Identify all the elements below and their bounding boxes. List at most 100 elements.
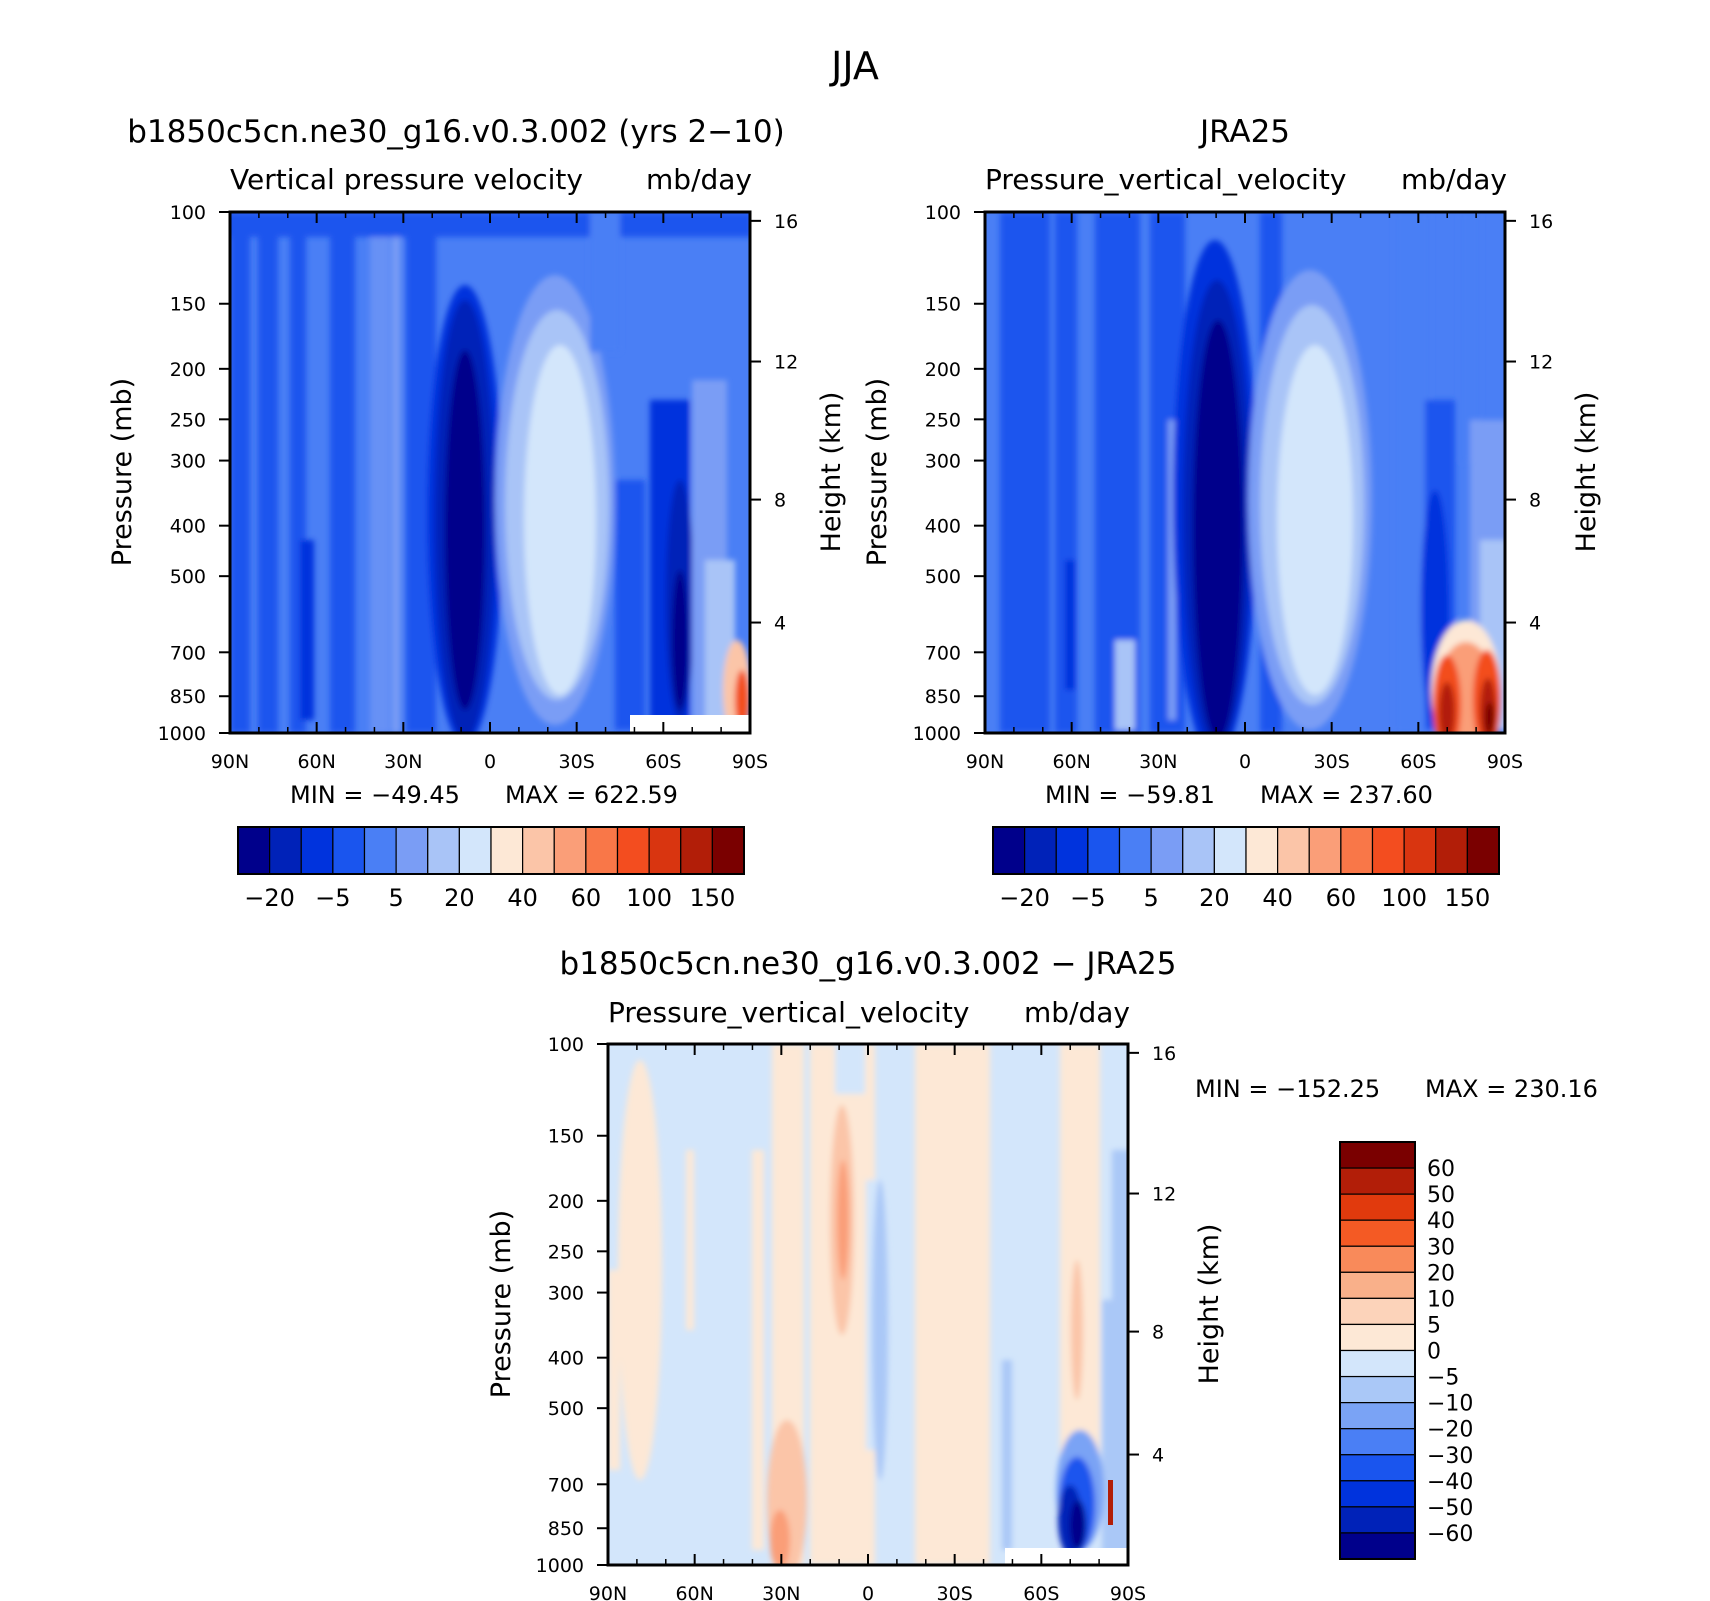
x-tick-label: 30N: [1139, 751, 1177, 773]
panel-obs-subtitle-left: Pressure_vertical_velocity: [985, 163, 1346, 196]
colorbar-swatch: [1339, 1375, 1416, 1404]
colorbar-swatch: [1339, 1349, 1416, 1378]
colorbar-label: 150: [689, 884, 735, 912]
y-right-tick-label: 12: [774, 352, 798, 374]
colorbar-swatch: [1371, 826, 1405, 875]
colorbar-swatch: [490, 826, 524, 875]
y-tick-label: 150: [170, 294, 206, 316]
panel-model-title: b1850c5cn.ne30_g16.v0.3.002 (yrs 2−10): [127, 114, 784, 150]
colorbar-swatch: [553, 826, 587, 875]
y-right-tick-label: 12: [1152, 1184, 1176, 1206]
panel-model-heatmap: [230, 212, 750, 733]
colorbar-swatch: [300, 826, 334, 875]
panel-obs-subtitle-right: mb/day: [1401, 163, 1507, 196]
colorbar-label: 40: [507, 884, 538, 912]
panel-model-subtitle-right: mb/day: [646, 163, 752, 196]
colorbar-label: 0: [1427, 1340, 1441, 1365]
colorbar-label: 100: [626, 884, 672, 912]
colorbar-swatch: [1403, 826, 1437, 875]
y-tick-label: 250: [925, 409, 961, 431]
y-right-tick-label: 16: [774, 211, 798, 233]
colorbar-swatch: [427, 826, 460, 875]
y-right-tick-label: 16: [1529, 211, 1553, 233]
panel-obs-heatmap: [985, 212, 1505, 733]
x-tick-label: 90N: [589, 1583, 627, 1601]
y-tick-label: 1000: [913, 723, 961, 745]
colorbar-swatch: [1087, 826, 1121, 875]
colorbar-label: 20: [444, 884, 475, 912]
y-right-tick-label: 4: [1529, 613, 1541, 635]
y-tick-label: 850: [925, 686, 961, 708]
panel-diff-max: MAX = 230.16: [1425, 1075, 1598, 1103]
colorbar-swatch: [522, 826, 555, 875]
x-tick-label: 90S: [1110, 1583, 1146, 1601]
y-right-tick-label: 16: [1152, 1043, 1176, 1065]
y-tick-label: 150: [925, 294, 961, 316]
colorbar-swatch: [1277, 826, 1310, 875]
colorbar-swatch: [1339, 1271, 1416, 1299]
panel-diff-ylabel: Pressure (mb): [486, 1210, 517, 1398]
x-tick-label: 30N: [384, 751, 422, 773]
x-tick-label: 30S: [559, 751, 595, 773]
colorbar-label: 60: [1427, 1157, 1455, 1182]
y-tick-label: 400: [170, 516, 206, 538]
y-tick-label: 700: [548, 1474, 584, 1496]
panel-diff-ylabel-right: Height (km): [1194, 1224, 1225, 1385]
panel-obs-ylabel: Pressure (mb): [862, 378, 893, 566]
colorbar-swatch: [237, 826, 271, 875]
y-tick-label: 500: [548, 1398, 584, 1420]
colorbar-frame: [237, 826, 745, 875]
x-tick-label: 60S: [645, 751, 681, 773]
y-tick-label: 400: [548, 1348, 584, 1370]
panel-obs: JRA25 Pressure_vertical_velocity mb/day: [862, 114, 1602, 912]
x-tick-label: 0: [484, 751, 496, 773]
y-right-tick-label: 12: [1529, 352, 1553, 374]
colorbar-swatch: [1339, 1323, 1416, 1352]
colorbar-swatch: [1118, 826, 1152, 875]
x-tick-label: 90S: [1487, 751, 1523, 773]
colorbar-swatch: [992, 826, 1026, 875]
x-tick-label: 60S: [1023, 1583, 1059, 1601]
panel-model-min: MIN = −49.45: [290, 781, 460, 809]
x-tick-label: 60N: [1052, 751, 1090, 773]
colorbar-swatch: [1245, 826, 1279, 875]
y-tick-label: 1000: [536, 1555, 584, 1577]
colorbar-label: −40: [1427, 1470, 1473, 1495]
panel-diff: b1850c5cn.ne30_g16.v0.3.002 − JRA25 Pres…: [486, 946, 1598, 1601]
panel-diff-subtitle-left: Pressure_vertical_velocity: [608, 996, 969, 1029]
colorbar-swatch: [1339, 1297, 1416, 1326]
colorbar-swatch: [395, 826, 429, 875]
colorbar-swatch: [648, 826, 682, 875]
x-tick-label: 90S: [732, 751, 768, 773]
panel-diff-subtitle-right: mb/day: [1024, 996, 1130, 1029]
y-tick-label: 400: [925, 516, 961, 538]
y-tick-label: 100: [925, 202, 961, 224]
colorbar-label: −20: [1427, 1418, 1473, 1443]
colorbar-label: 100: [1381, 884, 1427, 912]
colorbar-frame: [992, 826, 1500, 875]
colorbar-label: 5: [388, 884, 403, 912]
colorbar-label: −20: [999, 884, 1050, 912]
panel-diff-heatmap: [608, 1044, 1128, 1565]
panel-model-max: MAX = 622.59: [505, 781, 678, 809]
colorbar-label: −20: [244, 884, 295, 912]
colorbar-swatch: [1339, 1402, 1416, 1430]
y-tick-label: 100: [170, 202, 206, 224]
colorbar-label: 150: [1444, 884, 1490, 912]
panel-model: b1850c5cn.ne30_g16.v0.3.002 (yrs 2−10) V…: [107, 114, 847, 912]
y-tick-label: 100: [548, 1034, 584, 1056]
panel-model-ylabel-right: Height (km): [816, 392, 847, 553]
colorbar-swatch: [1339, 1506, 1416, 1534]
y-tick-label: 850: [170, 686, 206, 708]
colorbar-swatch: [1435, 826, 1468, 875]
colorbar-swatch: [1150, 826, 1184, 875]
panel-obs-min: MIN = −59.81: [1045, 781, 1215, 809]
x-tick-label: 60N: [297, 751, 335, 773]
colorbar-swatch: [332, 826, 366, 875]
colorbar-swatch: [1340, 826, 1374, 875]
colorbar-swatch: [1055, 826, 1089, 875]
y-tick-label: 700: [170, 642, 206, 664]
panel-diff-title: b1850c5cn.ne30_g16.v0.3.002 − JRA25: [560, 946, 1177, 982]
